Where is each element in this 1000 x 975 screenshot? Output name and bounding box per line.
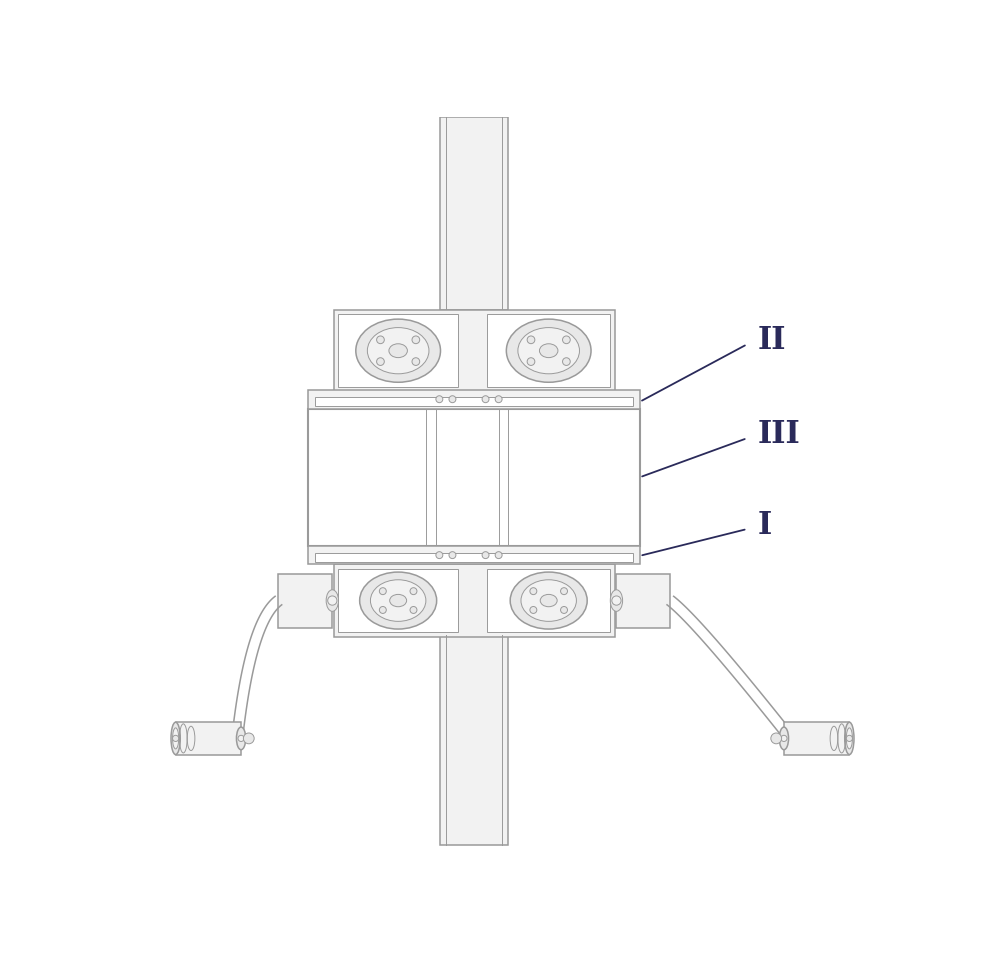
Bar xyxy=(616,573,670,628)
Ellipse shape xyxy=(846,728,852,749)
Circle shape xyxy=(527,358,535,366)
Circle shape xyxy=(173,735,179,741)
Circle shape xyxy=(530,606,537,613)
Bar xyxy=(487,569,610,632)
Text: III: III xyxy=(757,418,800,449)
Ellipse shape xyxy=(389,344,407,358)
Bar xyxy=(278,573,332,628)
Ellipse shape xyxy=(171,722,180,755)
Bar xyxy=(308,390,640,409)
Bar xyxy=(315,397,633,406)
Bar xyxy=(308,409,640,546)
Ellipse shape xyxy=(390,595,407,606)
Ellipse shape xyxy=(506,319,591,382)
Circle shape xyxy=(412,336,420,343)
Circle shape xyxy=(527,336,535,343)
Ellipse shape xyxy=(367,328,429,373)
Ellipse shape xyxy=(518,328,579,373)
Circle shape xyxy=(781,735,787,741)
Ellipse shape xyxy=(173,728,179,749)
Circle shape xyxy=(328,596,337,605)
Ellipse shape xyxy=(610,590,623,611)
Bar xyxy=(308,546,640,565)
Bar xyxy=(334,565,615,637)
Text: I: I xyxy=(757,510,772,540)
Circle shape xyxy=(846,735,852,741)
Ellipse shape xyxy=(540,595,557,606)
Ellipse shape xyxy=(326,590,338,611)
Ellipse shape xyxy=(845,722,854,755)
Circle shape xyxy=(482,396,489,403)
Ellipse shape xyxy=(510,572,587,629)
Bar xyxy=(176,722,241,755)
Circle shape xyxy=(436,396,443,403)
Ellipse shape xyxy=(779,727,789,750)
Ellipse shape xyxy=(236,727,246,750)
Bar xyxy=(315,553,633,562)
Bar xyxy=(487,314,610,387)
Circle shape xyxy=(561,588,567,595)
Ellipse shape xyxy=(360,572,437,629)
Ellipse shape xyxy=(521,580,576,621)
Circle shape xyxy=(436,552,443,559)
Ellipse shape xyxy=(370,580,426,621)
Circle shape xyxy=(530,588,537,595)
Circle shape xyxy=(482,552,489,559)
Circle shape xyxy=(379,606,386,613)
Bar xyxy=(334,309,615,392)
Ellipse shape xyxy=(356,319,441,382)
Circle shape xyxy=(243,733,254,744)
Circle shape xyxy=(410,606,417,613)
Circle shape xyxy=(238,735,244,741)
Bar xyxy=(784,722,849,755)
Circle shape xyxy=(563,358,570,366)
Circle shape xyxy=(449,552,456,559)
Circle shape xyxy=(379,588,386,595)
Circle shape xyxy=(495,396,502,403)
Circle shape xyxy=(410,588,417,595)
Circle shape xyxy=(377,336,384,343)
Bar xyxy=(440,635,508,844)
Circle shape xyxy=(561,606,567,613)
Circle shape xyxy=(612,596,621,605)
Circle shape xyxy=(495,552,502,559)
Circle shape xyxy=(377,358,384,366)
Bar xyxy=(440,117,508,309)
Bar xyxy=(338,569,458,632)
Circle shape xyxy=(771,733,782,744)
Bar xyxy=(338,314,458,387)
Text: II: II xyxy=(757,325,786,356)
Circle shape xyxy=(412,358,420,366)
Circle shape xyxy=(449,396,456,403)
Circle shape xyxy=(563,336,570,343)
Ellipse shape xyxy=(539,344,558,358)
